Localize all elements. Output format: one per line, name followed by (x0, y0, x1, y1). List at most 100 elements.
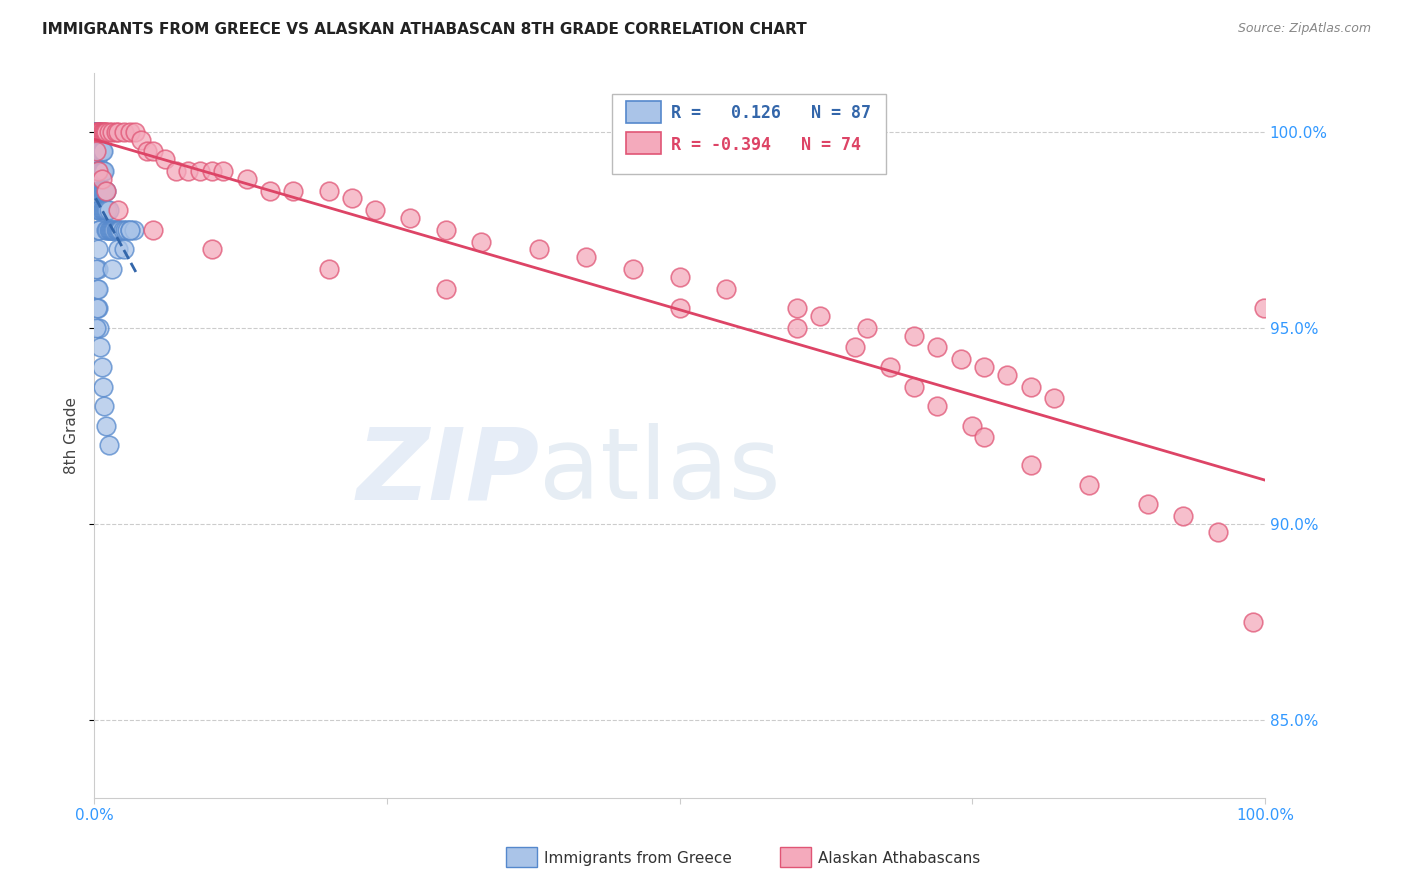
Point (668, 269, 690, 284)
Point (903, 328, 925, 343)
Point (318, 184, 340, 198)
Point (879, 359, 901, 374)
Point (136, 145, 159, 159)
Point (87, 281, 110, 295)
Point (93, 203, 115, 218)
Text: IMMIGRANTS FROM GREECE VS ALASKAN ATHABASCAN 8TH GRADE CORRELATION CHART: IMMIGRANTS FROM GREECE VS ALASKAN ATHABA… (42, 22, 807, 37)
Point (104, 223, 127, 237)
Point (96, 203, 118, 218)
Point (87, 223, 110, 237)
Point (110, 223, 132, 237)
Point (142, 145, 165, 159)
Point (89, 203, 111, 218)
Text: ZIP: ZIP (356, 424, 540, 520)
Point (927, 340, 949, 354)
Point (188, 164, 211, 178)
Point (90, 164, 112, 178)
Point (118, 223, 141, 237)
Point (84, 125, 107, 139)
Point (668, 301, 690, 315)
Point (86, 145, 108, 159)
Point (399, 211, 422, 225)
Point (87, 125, 110, 139)
Point (434, 281, 457, 295)
Point (87, 301, 110, 315)
Point (96, 418, 118, 433)
Point (1136, 497, 1159, 511)
Point (90, 125, 112, 139)
Point (103, 223, 125, 237)
Point (97, 438, 120, 452)
Point (96, 223, 118, 237)
Text: Immigrants from Greece: Immigrants from Greece (544, 851, 733, 866)
Text: atlas: atlas (540, 424, 780, 520)
Point (86, 125, 108, 139)
Point (96, 125, 118, 139)
Point (786, 301, 808, 315)
Point (87, 243, 110, 257)
Point (101, 262, 124, 277)
Point (93, 184, 115, 198)
Point (89, 125, 111, 139)
Point (98, 223, 121, 237)
Point (86, 152, 108, 166)
Point (973, 430, 995, 444)
Point (716, 281, 738, 295)
Point (808, 309, 831, 323)
Point (84, 125, 107, 139)
Point (142, 223, 165, 237)
Point (89, 184, 111, 198)
Point (949, 352, 972, 367)
Point (87, 125, 110, 139)
Point (112, 125, 135, 139)
Point (903, 379, 925, 393)
Point (118, 125, 141, 139)
Point (529, 243, 551, 257)
Point (90, 359, 112, 374)
Point (86, 125, 108, 139)
Point (1206, 524, 1229, 539)
Point (91, 125, 114, 139)
Point (96, 223, 118, 237)
Point (89, 125, 111, 139)
Point (84, 145, 107, 159)
Point (105, 223, 128, 237)
Point (786, 320, 808, 334)
Point (104, 125, 127, 139)
Point (84, 125, 107, 139)
Point (86, 171, 108, 186)
Point (153, 152, 176, 166)
Point (124, 223, 146, 237)
Point (84, 125, 107, 139)
Point (1171, 508, 1194, 523)
Point (235, 171, 257, 186)
Point (89, 145, 111, 159)
Point (86, 125, 108, 139)
Point (89, 125, 111, 139)
Point (995, 368, 1018, 382)
Point (86, 125, 108, 139)
Point (1019, 458, 1042, 472)
Point (844, 340, 866, 354)
Point (87, 262, 110, 277)
Point (86, 125, 108, 139)
Point (107, 243, 129, 257)
Point (89, 184, 111, 198)
Point (96, 184, 118, 198)
Point (621, 262, 644, 277)
Point (856, 320, 879, 334)
Point (89, 125, 111, 139)
Point (86, 164, 108, 178)
Point (93, 164, 115, 178)
Point (86, 125, 108, 139)
Text: R = -0.394   N = 74: R = -0.394 N = 74 (671, 136, 860, 153)
Point (117, 223, 139, 237)
Point (962, 418, 984, 433)
Point (131, 133, 153, 147)
Point (87, 164, 110, 178)
Point (434, 223, 457, 237)
Point (90, 145, 112, 159)
Point (1253, 301, 1275, 315)
Point (84, 125, 107, 139)
Point (93, 125, 115, 139)
